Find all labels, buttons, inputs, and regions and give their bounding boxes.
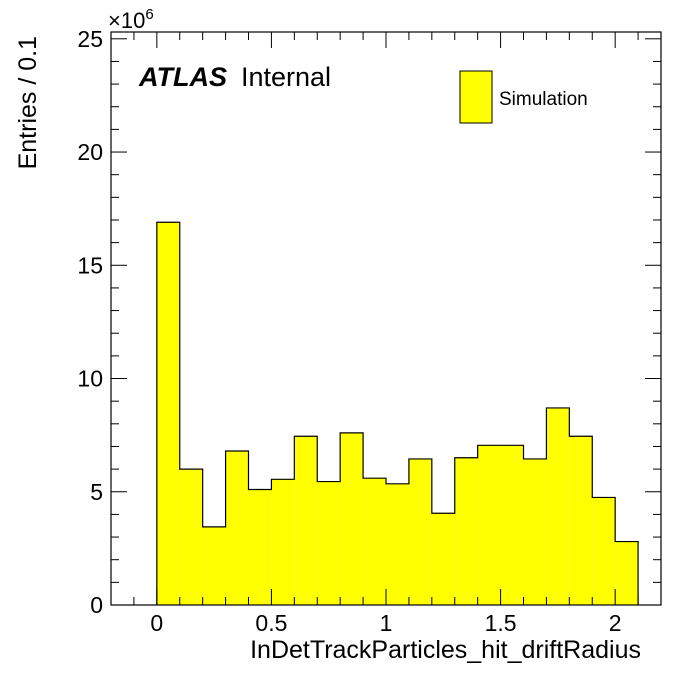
y-tick-label: 20 [77,139,103,165]
atlas-bold-label: ATLAS [138,62,227,92]
histogram-bin [225,450,249,605]
histogram-bin [363,478,386,605]
x-tick-label: 0.5 [255,610,287,636]
histogram-bin [523,458,547,605]
histogram-bin [408,458,432,605]
multiplier-exponent: 6 [145,6,153,23]
y-tick-label: 0 [90,592,103,618]
histogram-bin [592,497,616,605]
histogram-bin [477,445,501,605]
x-tick-label: 2 [609,610,622,636]
histogram-bin [271,479,295,605]
atlas-internal-label: Internal [241,62,331,92]
histogram-bin [179,469,203,605]
histogram-bin [546,407,570,605]
legend-swatch [459,70,493,124]
histogram-bin [294,436,318,605]
histogram-bin [317,481,341,605]
y-tick-label: 5 [90,479,103,505]
histogram-bin [248,489,272,605]
atlas-annotation: ATLAS Internal [138,62,331,92]
histogram-bin [454,457,478,605]
histogram-outline [156,221,639,605]
x-tick-label: 1 [380,610,393,636]
x-tick-label: 0 [150,610,163,636]
histogram-bin [500,445,524,605]
y-tick-label: 25 [77,26,103,52]
y-axis-multiplier: ×106 [108,6,154,33]
y-tick-label: 10 [77,366,103,392]
bars-layer [156,221,639,605]
histogram-bin [156,222,180,605]
legend-label: Simulation [499,89,588,110]
histogram-bin [386,483,409,605]
histogram-bin [431,513,455,605]
histogram-bin [569,436,593,605]
x-tick-label: 1.5 [485,610,517,636]
legend: Simulation [459,70,588,124]
histogram-bin [340,432,364,605]
y-tick-label: 15 [77,252,103,278]
y-axis-label: Entries / 0.1 [14,36,42,169]
multiplier-base: ×10 [108,8,145,33]
histogram-bin [615,541,639,605]
histogram-bin [202,526,226,605]
x-axis-label: InDetTrackParticles_hit_driftRadius [250,636,641,664]
